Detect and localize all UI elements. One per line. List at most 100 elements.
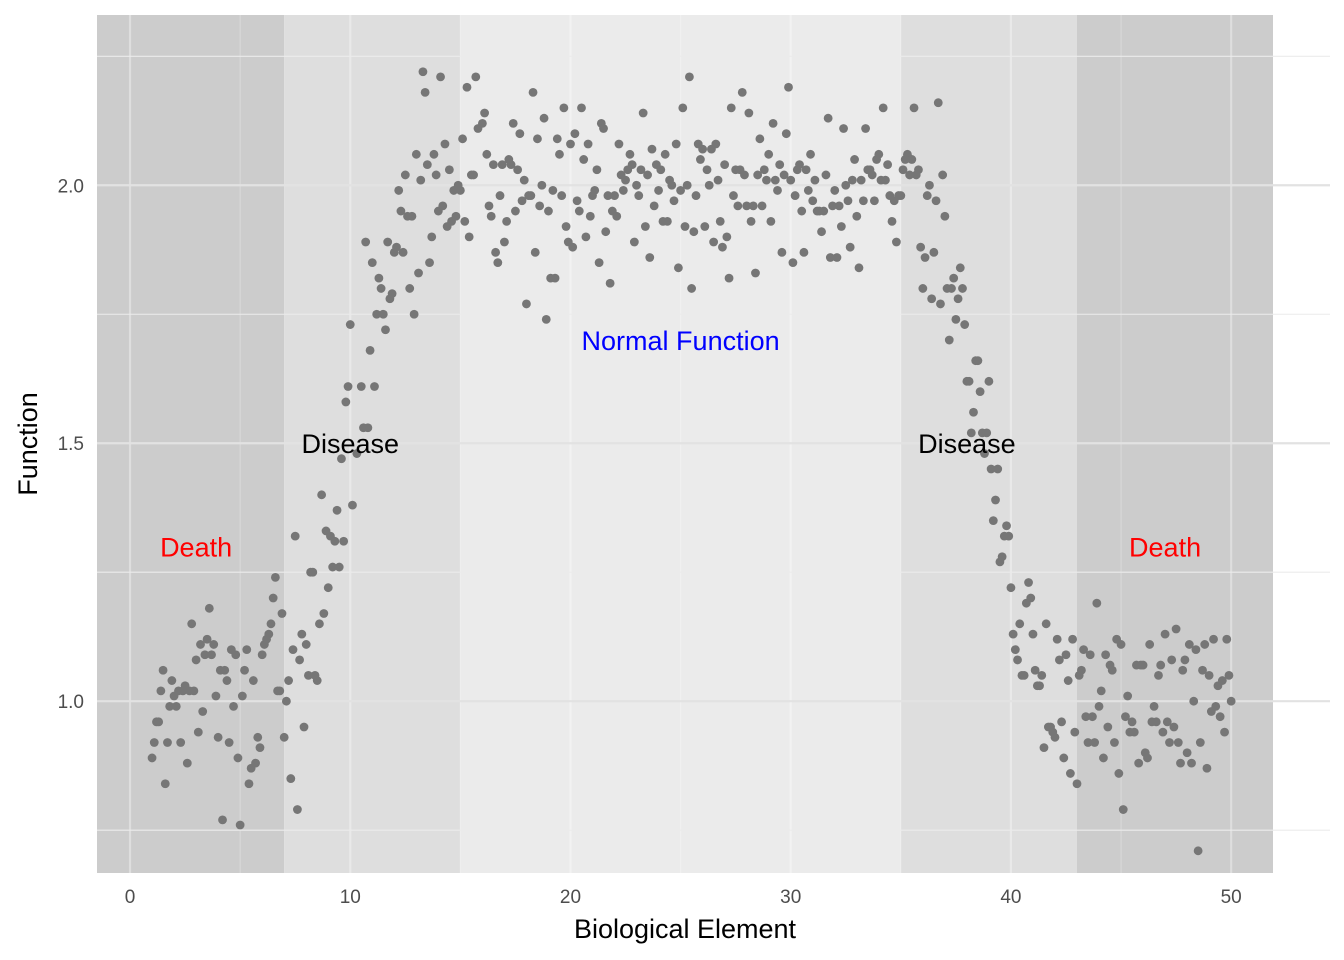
data-point bbox=[689, 227, 699, 237]
x-tick-label: 50 bbox=[1221, 887, 1242, 908]
data-point bbox=[1103, 722, 1113, 732]
data-point bbox=[817, 227, 826, 237]
data-point bbox=[951, 315, 961, 324]
x-tick-label: 20 bbox=[560, 887, 581, 908]
data-point bbox=[1154, 670, 1163, 680]
data-point bbox=[839, 124, 848, 133]
data-point bbox=[861, 124, 870, 133]
data-point bbox=[680, 222, 690, 231]
data-point bbox=[237, 691, 247, 701]
data-point bbox=[1059, 753, 1069, 763]
data-point bbox=[367, 258, 377, 268]
data-point bbox=[1010, 645, 1020, 655]
data-point bbox=[515, 129, 525, 139]
data-point bbox=[691, 191, 701, 200]
data-point bbox=[779, 170, 789, 180]
data-point bbox=[235, 820, 245, 830]
data-point bbox=[808, 196, 818, 206]
data-point bbox=[460, 216, 470, 226]
data-point bbox=[508, 118, 518, 128]
data-point bbox=[257, 650, 267, 660]
data-point bbox=[557, 191, 567, 200]
data-point bbox=[938, 170, 948, 180]
data-point bbox=[993, 464, 1003, 474]
y-tick-label: 1.5 bbox=[58, 434, 84, 455]
data-point bbox=[821, 170, 831, 180]
data-point bbox=[896, 191, 906, 200]
data-point bbox=[506, 160, 516, 170]
data-point bbox=[414, 268, 423, 278]
data-point bbox=[293, 805, 302, 814]
data-point bbox=[1145, 640, 1155, 649]
data-point bbox=[1070, 727, 1080, 737]
data-point bbox=[852, 211, 862, 221]
data-point bbox=[213, 732, 223, 742]
data-point bbox=[497, 160, 507, 170]
data-point bbox=[940, 211, 950, 221]
data-point bbox=[929, 247, 939, 257]
data-point bbox=[400, 170, 410, 180]
data-point bbox=[147, 753, 157, 763]
data-point bbox=[491, 247, 501, 257]
data-point bbox=[1054, 655, 1064, 665]
data-point bbox=[1173, 738, 1183, 747]
y-axis-ticks: 1.0 1.5 2.0 bbox=[58, 176, 84, 713]
data-point bbox=[196, 640, 205, 649]
data-point bbox=[343, 382, 353, 391]
data-point bbox=[431, 170, 441, 180]
data-point bbox=[1151, 717, 1161, 727]
data-point bbox=[231, 650, 241, 660]
data-point bbox=[486, 211, 496, 221]
data-point bbox=[982, 428, 992, 438]
data-point bbox=[762, 175, 771, 185]
annotation-label: Death bbox=[1129, 532, 1201, 562]
data-point bbox=[207, 650, 216, 660]
data-point bbox=[1220, 727, 1229, 737]
data-point bbox=[229, 701, 238, 711]
data-point bbox=[847, 175, 857, 185]
data-point bbox=[1158, 727, 1168, 737]
data-point bbox=[590, 186, 600, 195]
data-point bbox=[530, 247, 540, 257]
data-point bbox=[220, 665, 230, 675]
data-point bbox=[775, 160, 785, 170]
data-point bbox=[317, 490, 327, 500]
data-point bbox=[1013, 655, 1022, 665]
data-point bbox=[878, 103, 888, 113]
data-point bbox=[960, 320, 970, 329]
data-point bbox=[451, 211, 461, 221]
data-point bbox=[610, 191, 619, 200]
data-point bbox=[678, 103, 688, 113]
data-point bbox=[618, 186, 628, 195]
data-point bbox=[790, 191, 800, 200]
data-point bbox=[275, 686, 285, 696]
data-point bbox=[806, 149, 815, 159]
data-point bbox=[579, 155, 589, 164]
data-point bbox=[1081, 712, 1091, 722]
data-point bbox=[334, 562, 344, 572]
data-point bbox=[332, 505, 342, 515]
data-point bbox=[1085, 650, 1095, 660]
data-point bbox=[568, 242, 578, 252]
data-point bbox=[330, 536, 340, 546]
data-point bbox=[1061, 650, 1071, 660]
data-point bbox=[854, 263, 864, 273]
data-point bbox=[845, 242, 855, 252]
data-point bbox=[1162, 717, 1172, 727]
data-point bbox=[345, 320, 355, 329]
data-point bbox=[720, 160, 730, 170]
data-point bbox=[625, 149, 635, 159]
data-point bbox=[656, 165, 666, 175]
x-tick-label: 40 bbox=[1000, 887, 1021, 908]
data-point bbox=[724, 273, 734, 283]
data-point bbox=[1037, 670, 1047, 680]
data-point bbox=[160, 779, 170, 789]
data-point bbox=[841, 180, 851, 190]
data-point bbox=[224, 738, 234, 747]
data-point bbox=[709, 237, 719, 247]
data-point bbox=[519, 175, 529, 185]
data-point bbox=[286, 774, 296, 783]
data-point bbox=[255, 743, 265, 753]
data-point bbox=[1099, 753, 1108, 763]
